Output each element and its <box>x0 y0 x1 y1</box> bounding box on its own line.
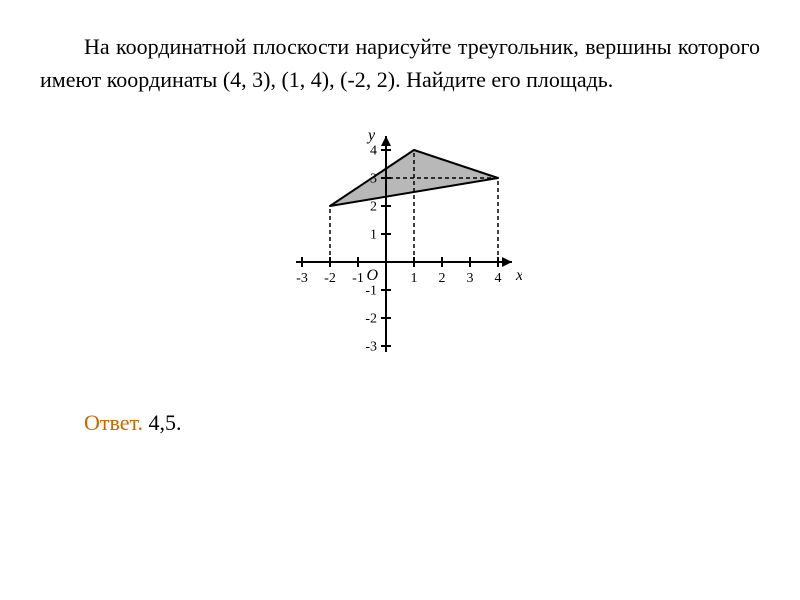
svg-text:-2: -2 <box>324 271 336 286</box>
svg-text:O: O <box>366 267 378 284</box>
svg-text:-1: -1 <box>352 271 364 286</box>
problem-statement: На координатной плоскости нарисуйте треу… <box>40 30 760 96</box>
svg-text:4: 4 <box>370 144 377 159</box>
svg-text:-3: -3 <box>365 340 377 355</box>
svg-text:1: 1 <box>411 271 418 286</box>
svg-text:1: 1 <box>370 228 377 243</box>
answer-label: Ответ. <box>84 410 143 435</box>
svg-text:y: y <box>366 127 376 144</box>
svg-text:x: x <box>515 267 522 284</box>
svg-text:-2: -2 <box>365 312 377 327</box>
svg-text:-3: -3 <box>296 271 308 286</box>
chart-container: -3 -2 -1 1 2 3 4 -3 -2 -1 1 2 3 4 Ox y <box>40 126 760 370</box>
answer-value: 4,5. <box>149 410 182 435</box>
svg-text:3: 3 <box>370 172 377 187</box>
svg-text:2: 2 <box>439 271 446 286</box>
svg-text:4: 4 <box>495 271 502 286</box>
coordinate-plot: -3 -2 -1 1 2 3 4 -3 -2 -1 1 2 3 4 Ox y <box>278 126 522 370</box>
answer-line: Ответ. 4,5. <box>40 410 760 436</box>
svg-text:2: 2 <box>370 200 377 215</box>
svg-text:3: 3 <box>467 271 474 286</box>
svg-text:-1: -1 <box>365 284 377 299</box>
